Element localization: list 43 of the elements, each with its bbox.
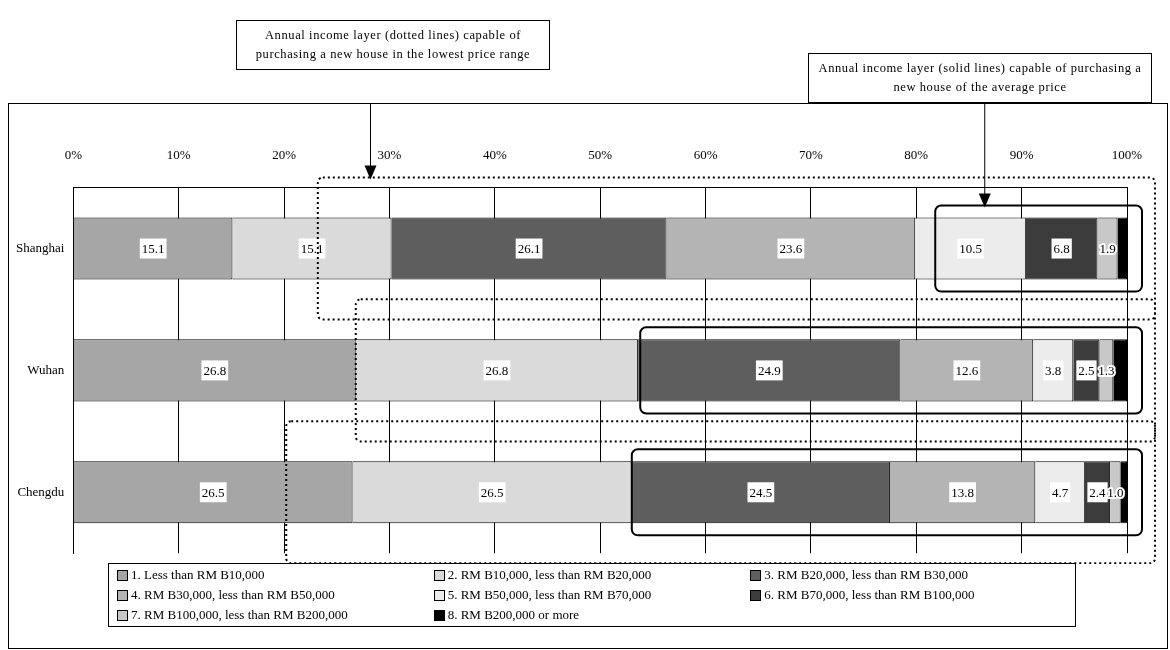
legend-label: 2. RM B10,000, less than RM B20,000 xyxy=(447,567,652,583)
data-label: 13.8 xyxy=(951,484,975,500)
data-label: 23.6 xyxy=(779,240,803,256)
x-tick-label: 50% xyxy=(588,147,613,163)
legend-label: 3. RM B20,000, less than RM B30,000 xyxy=(764,567,969,583)
data-label: 6.8 xyxy=(1053,240,1070,256)
data-label: 26.5 xyxy=(480,484,504,500)
data-label: 1.9 xyxy=(1099,240,1116,256)
x-tick-label: 80% xyxy=(904,147,929,163)
data-label: 3.8 xyxy=(1045,362,1062,378)
legend-label: 4. RM B30,000, less than RM B50,000 xyxy=(131,587,335,603)
data-label: 10.5 xyxy=(959,240,982,256)
x-tick-label: 60% xyxy=(693,147,718,163)
legend-label: 7. RM B100,000, less than RM B200,000 xyxy=(131,607,348,623)
legend-label: 6. RM B70,000, less than RM B100,000 xyxy=(764,587,975,603)
data-label: 26.5 xyxy=(201,484,225,500)
x-tick-label: 90% xyxy=(1009,147,1034,163)
legend-label: 8. RM B200,000 or more xyxy=(447,607,580,623)
data-label: 12.6 xyxy=(955,362,979,378)
data-label: 2.4 xyxy=(1089,484,1107,500)
data-label: 15.1 xyxy=(141,240,165,256)
x-tick-label: 40% xyxy=(482,147,507,163)
x-tick-label: 20% xyxy=(272,147,297,163)
y-tick-label: Chengdu xyxy=(17,483,65,499)
x-tick-label: 0% xyxy=(64,147,83,163)
x-tick-label: 100% xyxy=(1111,147,1143,163)
x-tick-label: 10% xyxy=(166,147,191,163)
text: Annual income layer (solid lines) capable of purchasing a new house of the average price xyxy=(808,53,1152,103)
data-label: 26.8 xyxy=(203,362,227,378)
data-label: 15.1 xyxy=(300,240,324,256)
legend-label: 1. Less than RM B10,000 xyxy=(131,567,265,583)
x-tick-label: 30% xyxy=(377,147,402,163)
data-label: 26.8 xyxy=(485,362,509,378)
y-tick-label: Wuhan xyxy=(27,361,65,377)
text: Annual income layer (dotted lines) capable of purchasing a new house in the lowest price range xyxy=(236,20,550,70)
x-tick-label: 70% xyxy=(798,147,823,163)
data-label: 2.5 xyxy=(1078,362,1095,378)
data-label: 4.7 xyxy=(1051,484,1069,500)
legend-label: 5. RM B50,000, less than RM B70,000 xyxy=(447,587,652,603)
y-tick-label: Shanghai xyxy=(15,239,65,255)
data-label: 24.9 xyxy=(757,362,781,378)
data-label: 26.1 xyxy=(517,240,541,256)
data-label: 24.5 xyxy=(749,484,773,500)
